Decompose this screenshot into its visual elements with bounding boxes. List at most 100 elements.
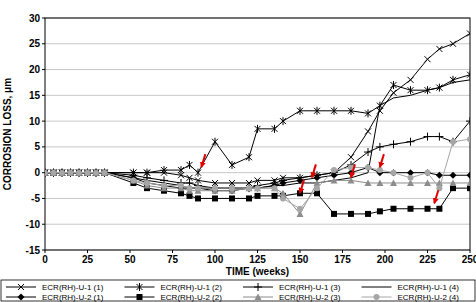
marker [51,170,57,176]
marker [331,107,337,115]
marker [85,169,91,177]
marker [246,195,252,201]
marker [93,170,99,176]
marker [245,184,253,192]
marker [76,169,83,176]
marker [229,185,235,191]
marker [390,169,397,176]
y-tick-label: 15 [29,90,41,101]
marker [161,166,167,174]
marker [348,107,354,115]
marker [144,180,150,186]
x-tick-label: 175 [334,254,351,265]
y-tick-label: -15 [26,245,41,256]
marker [51,170,57,176]
y-tick-label: -5 [31,193,40,204]
marker [331,177,338,184]
legend-label: ECR(RH)-U-1 (4) [398,283,460,292]
marker [84,169,91,176]
marker [84,169,92,177]
marker [280,117,286,125]
marker [280,179,287,186]
marker [255,185,261,191]
marker [68,170,74,176]
chart: -15-10-505101520253002550751001251501752… [0,0,476,302]
marker [393,97,394,98]
marker [297,206,303,212]
marker [436,46,442,52]
marker [102,170,108,176]
marker [467,179,471,186]
marker [365,128,371,134]
x-tick-label: 25 [82,254,94,265]
marker [102,170,108,176]
y-tick-label: -10 [26,219,41,230]
marker [51,170,57,176]
marker [67,169,74,176]
arrow [201,154,205,167]
marker [59,169,65,177]
y-tick-label: 10 [29,116,41,127]
grid-line [45,43,470,44]
marker [75,169,83,177]
marker [365,164,372,171]
marker [439,87,440,88]
series-line [45,33,470,183]
marker [376,143,384,151]
x-tick-label: 100 [207,254,224,265]
marker [390,179,397,186]
marker [467,185,470,191]
series-line [45,75,470,173]
marker [467,136,470,142]
y-tick-label: 30 [29,13,41,24]
grid-line [45,121,470,122]
marker [449,138,457,146]
marker [76,170,82,176]
arrow [380,154,384,167]
marker [85,170,91,176]
marker [272,193,278,199]
marker [377,167,383,173]
marker [59,170,65,176]
series-line [45,139,470,209]
marker [93,169,100,176]
arrow [434,190,438,203]
marker [280,195,286,201]
marker [408,86,414,94]
x-tick-label: 75 [167,254,179,265]
legend-label: ECR(RH)-U-1 (1) [42,283,104,292]
marker [425,170,431,176]
legend-label: ECR(RH)-U-2 (3) [279,293,341,302]
grid-line [45,146,470,147]
marker [246,153,252,161]
marker [68,170,74,176]
marker [178,183,184,189]
series-line [45,80,470,188]
marker [50,169,58,177]
marker [76,170,82,176]
marker [425,56,431,62]
marker [93,170,99,176]
marker [59,170,65,176]
marker [212,195,218,201]
marker [367,172,368,173]
marker [314,107,320,115]
marker [450,172,457,179]
marker [391,206,397,212]
legend-marker [18,284,24,290]
marker [450,185,456,191]
x-tick-label: 0 [42,254,48,265]
marker [376,179,383,186]
marker [59,169,66,176]
x-tick-label: 250 [462,254,476,265]
marker [436,172,443,179]
marker [467,172,471,179]
legend-marker [254,283,262,291]
marker [195,195,201,201]
legend-label: ECR(RH)-U-2 (4) [398,293,460,302]
y-tick-label: 0 [34,167,40,178]
y-tick-label: 20 [29,64,41,75]
legend-label: ECR(RH)-U-2 (2) [161,293,223,302]
marker [76,169,82,177]
marker [50,169,57,176]
